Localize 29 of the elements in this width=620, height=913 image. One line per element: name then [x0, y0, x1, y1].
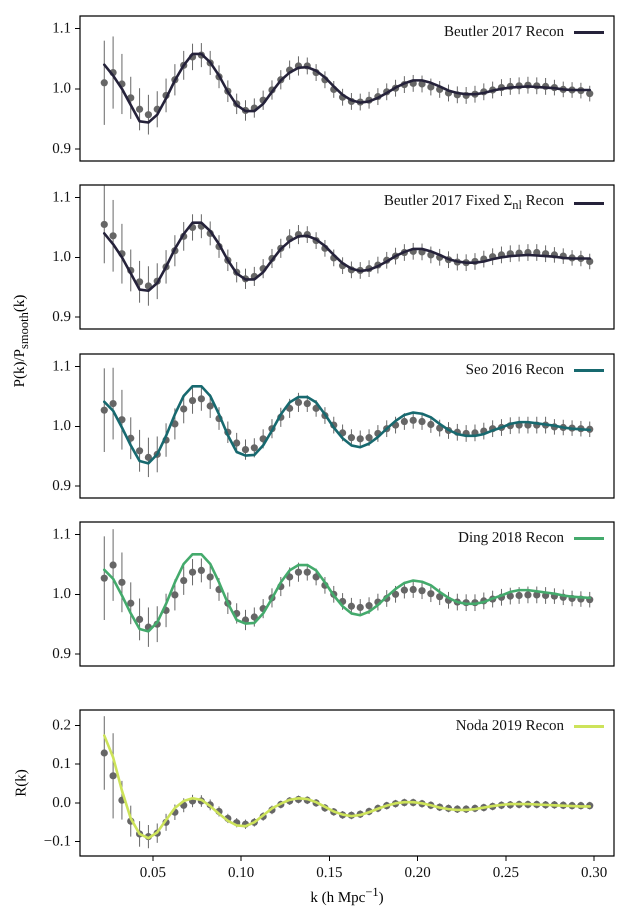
- x-tick-label: 0.20: [404, 864, 431, 881]
- y-tick-label: 1.0: [52, 80, 71, 97]
- legend-label: Beutler 2017 Recon: [444, 24, 564, 41]
- y-tick-label: 0.9: [52, 140, 71, 157]
- x-tick-label: 0.05: [140, 864, 166, 881]
- y-axis-title: R(k): [14, 769, 30, 797]
- x-tick-label: 0.10: [228, 864, 254, 881]
- legend-label: Noda 2019 Recon: [456, 718, 564, 735]
- x-tick-label: 0.15: [316, 864, 342, 881]
- y-tick-label: 1.1: [52, 526, 71, 542]
- y-tick-label: −0.1: [44, 834, 71, 850]
- y-tick-label: 1.0: [52, 249, 71, 266]
- y-tick-label: 0.2: [52, 717, 71, 734]
- y-tick-label: 1.0: [52, 586, 71, 602]
- y-tick-label: 0.9: [52, 646, 71, 662]
- y-tick-label: 0.9: [52, 308, 71, 325]
- legend-label: Ding 2018 Recon: [458, 530, 564, 547]
- y-tick-label: 1.1: [52, 358, 71, 374]
- y-tick-label: 0.1: [52, 756, 71, 772]
- legend-label: Seo 2016 Recon: [466, 362, 564, 379]
- y-tick-label: 1.1: [52, 189, 71, 206]
- x-tick-label: 0.25: [492, 864, 519, 881]
- y-tick-label: 0.0: [52, 794, 71, 811]
- y-tick-label: 1.0: [52, 418, 71, 434]
- x-axis-title: k (h Mpc$^{−1}$): [310, 885, 384, 907]
- legend-label: Beutler 2017 Fixed Σ$_{nl}$ Recon: [384, 193, 564, 213]
- x-tick-label: 0.30: [581, 864, 608, 881]
- y-tick-label: 1.1: [52, 20, 71, 37]
- y-tick-label: 0.9: [52, 478, 71, 494]
